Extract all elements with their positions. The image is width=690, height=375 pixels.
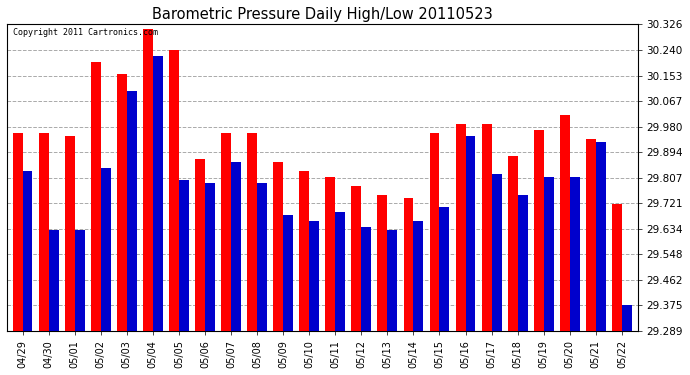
- Bar: [326, 177, 335, 331]
- Bar: [179, 180, 189, 331]
- Bar: [91, 62, 101, 331]
- Bar: [440, 207, 449, 331]
- Bar: [309, 221, 319, 331]
- Bar: [153, 56, 163, 331]
- Bar: [257, 183, 267, 331]
- Bar: [508, 156, 518, 331]
- Text: Copyright 2011 Cartronics.com: Copyright 2011 Cartronics.com: [13, 28, 158, 37]
- Bar: [12, 133, 23, 331]
- Bar: [23, 171, 32, 331]
- Bar: [534, 130, 544, 331]
- Bar: [544, 177, 553, 331]
- Bar: [612, 204, 622, 331]
- Bar: [75, 230, 85, 331]
- Bar: [39, 133, 48, 331]
- Bar: [622, 306, 632, 331]
- Bar: [491, 174, 502, 331]
- Bar: [404, 198, 413, 331]
- Bar: [117, 74, 127, 331]
- Bar: [127, 91, 137, 331]
- Bar: [65, 136, 75, 331]
- Bar: [466, 136, 475, 331]
- Bar: [48, 230, 59, 331]
- Bar: [273, 162, 283, 331]
- Bar: [362, 227, 371, 331]
- Bar: [101, 168, 110, 331]
- Bar: [283, 215, 293, 331]
- Bar: [430, 133, 440, 331]
- Bar: [335, 212, 345, 331]
- Bar: [413, 221, 424, 331]
- Bar: [247, 133, 257, 331]
- Bar: [596, 141, 606, 331]
- Title: Barometric Pressure Daily High/Low 20110523: Barometric Pressure Daily High/Low 20110…: [152, 7, 493, 22]
- Bar: [351, 186, 362, 331]
- Bar: [195, 159, 205, 331]
- Bar: [518, 195, 528, 331]
- Bar: [387, 230, 397, 331]
- Bar: [205, 183, 215, 331]
- Bar: [299, 171, 309, 331]
- Bar: [570, 177, 580, 331]
- Bar: [455, 124, 466, 331]
- Bar: [231, 162, 241, 331]
- Bar: [169, 50, 179, 331]
- Bar: [482, 124, 491, 331]
- Bar: [586, 138, 596, 331]
- Bar: [143, 29, 153, 331]
- Bar: [221, 133, 231, 331]
- Bar: [560, 115, 570, 331]
- Bar: [377, 195, 387, 331]
